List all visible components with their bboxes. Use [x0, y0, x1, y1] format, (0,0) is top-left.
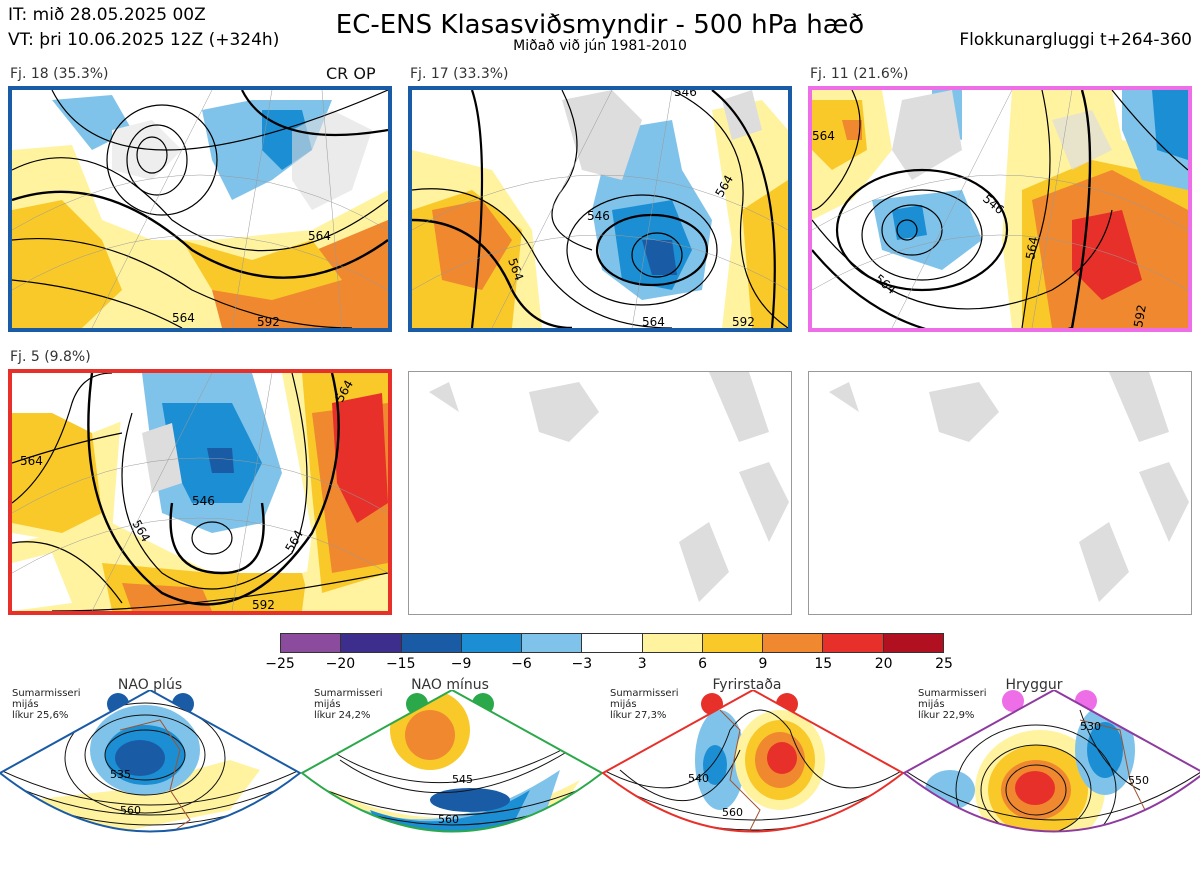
colorbar-tick-label: 25 [935, 656, 953, 672]
regime-3-line2: mijás [610, 699, 637, 710]
empty-map-1 [408, 371, 792, 615]
regime-4-info: Sumarmisseri mijás líkur 22,9% [918, 688, 986, 721]
regime-2-contour-label-3: 575 [448, 848, 469, 861]
regime-1-info: Sumarmisseri mijás líkur 25,6% [12, 688, 80, 721]
regime-1-line1: Sumarmisseri [12, 688, 81, 699]
panel-4-contour-label-6: 592 [252, 598, 275, 611]
regime-3-contour-label-1: 540 [688, 772, 709, 785]
cluster-map-2: 546 564 564 564 592 546 [408, 86, 792, 332]
colorbar-tick-label: 9 [758, 656, 768, 672]
colorbar-segment [401, 634, 462, 652]
regime-3-line3: líkur 27,3% [610, 710, 667, 721]
panel-1-contour-label-2: 592 [257, 315, 280, 328]
regime-2-name: NAO mínus [411, 677, 489, 693]
regime-4-contour-label-1: 530 [1080, 720, 1101, 733]
cluster-map-4: 564 546 564 564 564 592 [8, 369, 392, 615]
colorbar-segment [823, 634, 884, 652]
colorbar-segment [522, 634, 583, 652]
regime-4-line2: mijás [918, 699, 945, 710]
colorbar-segment [582, 634, 643, 652]
regime-4-contour-label-3: 575 [1092, 836, 1113, 849]
panel-3-contour-label-4: 564 [812, 129, 835, 143]
colorbar-tick-label: −9 [450, 656, 472, 672]
regime-4-name: Hryggur [1005, 677, 1063, 693]
colorbar-tick-label: −25 [265, 656, 295, 672]
colorbar-segment [763, 634, 824, 652]
regime-4-contour-label-2: 550 [1128, 774, 1149, 787]
colorbar-tick-label: 20 [874, 656, 893, 672]
colorbar-tick-label: −15 [385, 656, 416, 672]
regime-1-name: NAO plús [117, 677, 183, 693]
valid-time: VT: þri 10.06.2025 12Z (+324h) [8, 30, 280, 50]
colorbar-tick-label: −3 [571, 656, 593, 672]
panel-4-contour-label-1: 564 [20, 454, 43, 468]
panel-2-contour-label-5: 592 [732, 315, 755, 328]
colorbar-tick-label: 3 [637, 656, 647, 672]
regime-1-line3: líkur 25,6% [12, 710, 69, 721]
panel-2-contour-label-1: 546 [587, 209, 610, 223]
regime-4-line1: Sumarmisseri [918, 688, 987, 699]
regime-2-line2: mijás [314, 699, 341, 710]
regime-3-info: Sumarmisseri mijás líkur 27,3% [610, 688, 678, 721]
regime-2-info: Sumarmisseri mijás líkur 24,2% [314, 688, 382, 721]
panel-1-contour-label-1: 564 [172, 311, 195, 325]
init-time: IT: mið 28.05.2025 00Z [8, 5, 206, 25]
colorbar-segment [341, 634, 402, 652]
regime-3-contour-label-2: 560 [722, 806, 743, 819]
panel-1-contour-label-3: 564 [308, 229, 331, 243]
regime-maps: 535 560 545 560 575 540 560 5 [0, 690, 1200, 861]
colorbar-tick-label: −20 [325, 656, 356, 672]
regime-1-line2: mijás [12, 699, 39, 710]
panel-2-contour-label-6: 546 [674, 90, 697, 99]
regime-1-contour-label-2: 560 [120, 804, 141, 817]
panel-1-label: Fj. 18 (35.3%) [10, 66, 109, 82]
regime-3-line1: Sumarmisseri [610, 688, 679, 699]
panel-1-tag: CR OP [326, 64, 376, 83]
colorbar-segment [702, 634, 764, 652]
panel-4-contour-label-2: 546 [192, 494, 215, 508]
panel-3-contour-label-3: 564 [1023, 236, 1041, 261]
colorbar-segment [281, 634, 342, 652]
panel-3-contour-label-5: 592 [1131, 304, 1149, 328]
colorbar-tick-label: −6 [511, 656, 532, 672]
classification-window: Flokkunargluggi t+264-360 [959, 30, 1192, 50]
regime-4-dot-left [1002, 690, 1024, 712]
colorbar-segment [461, 634, 523, 652]
colorbar [280, 633, 944, 653]
page-title: EC-ENS Klasasviðsmyndir - 500 hPa hæð [335, 10, 865, 40]
panel-2-contour-label-3: 564 [642, 315, 665, 328]
regime-4-line3: líkur 22,9% [918, 710, 975, 721]
colorbar-segment [642, 634, 703, 652]
regime-2-contour-label-2: 560 [438, 813, 459, 826]
panel-3-label: Fj. 11 (21.6%) [810, 66, 909, 82]
cluster-map-1: 564 592 564 [8, 86, 392, 332]
panel-2-label: Fj. 17 (33.3%) [410, 66, 509, 82]
panel-4-label: Fj. 5 (9.8%) [10, 349, 91, 365]
regime-2-line1: Sumarmisseri [314, 688, 383, 699]
page-subtitle: Miðað við jún 1981-2010 [513, 38, 687, 54]
colorbar-segment [883, 634, 943, 652]
regime-2-contour-label-1: 545 [452, 773, 473, 786]
regime-3-name: Fyrirstaða [712, 677, 782, 693]
regime-2-line3: líkur 24,2% [314, 710, 371, 721]
empty-map-2 [808, 371, 1192, 615]
cluster-map-3: 546 564 564 564 592 [808, 86, 1192, 332]
colorbar-tick-label: 15 [814, 656, 833, 672]
regime-1-contour-label-1: 535 [110, 768, 131, 781]
colorbar-tick-label: 6 [698, 656, 707, 672]
